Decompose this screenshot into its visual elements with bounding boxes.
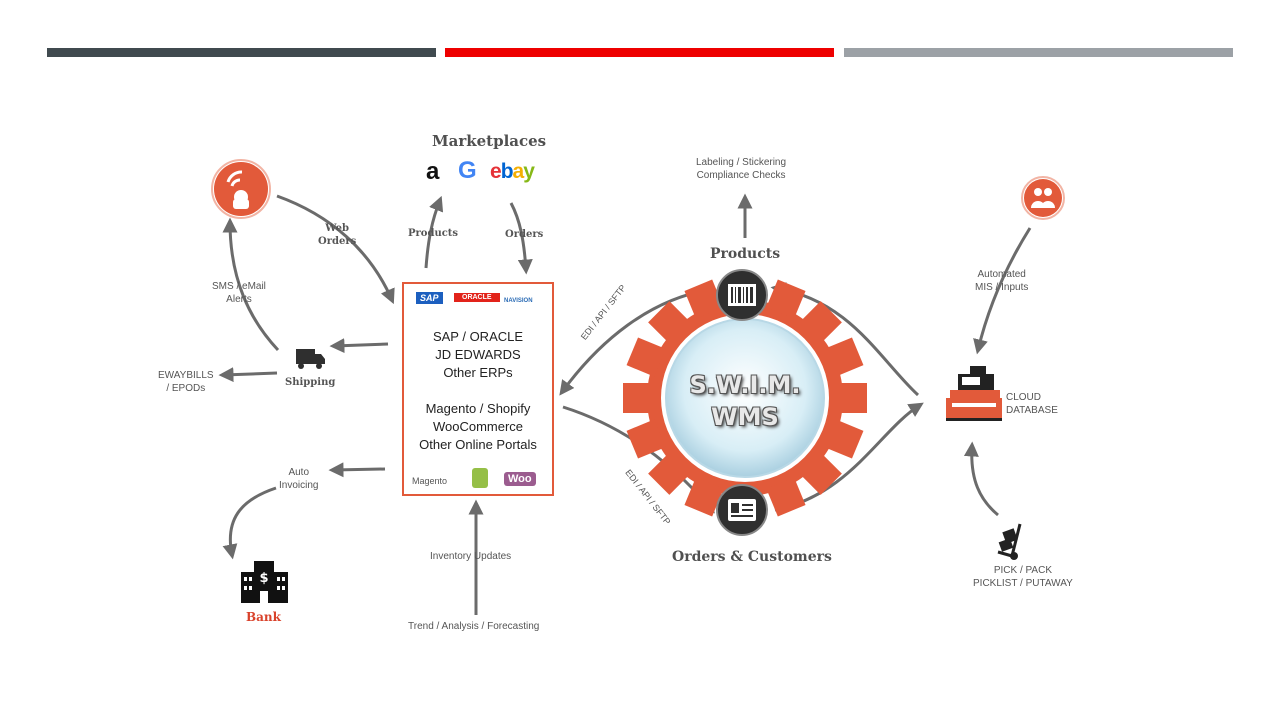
magento-logo: Magento	[412, 476, 448, 486]
erp-list: SAP / ORACLE JD EDWARDS Other ERPs	[404, 328, 552, 382]
cloud-database-line-1: CLOUD	[1006, 392, 1042, 403]
ebay-logo-y: y	[523, 160, 535, 183]
amazon-logo: a	[426, 158, 440, 185]
arrow-products-to-marketplace	[424, 195, 444, 269]
auto-invoicing-label: Auto Invoicing	[279, 466, 318, 492]
ebay-logo-e: e	[490, 160, 502, 183]
header-bar-red	[445, 48, 834, 57]
arrow-pick-pack	[963, 441, 999, 517]
ebay-logo-b: b	[500, 160, 514, 183]
erp-line-2: JD EDWARDS	[435, 347, 521, 362]
eway-line-1: EWAYBILLS	[158, 370, 214, 381]
portal-list: Magento / Shopify WooCommerce Other Onli…	[404, 400, 552, 454]
wms-title-line-1: S.W.I.M.	[689, 371, 801, 399]
arrow-erp-to-invoicing	[328, 462, 386, 478]
inventory-updates-label: Inventory Updates	[430, 551, 512, 562]
barcode-icon	[716, 269, 768, 321]
pick-pack-label: PICK / PACK PICKLIST / PUTAWAY	[973, 564, 1073, 590]
labeling-line-2: Compliance Checks	[696, 170, 786, 181]
arrow-shipping-to-eway	[218, 367, 278, 383]
products-node-label: Products	[710, 246, 781, 262]
ebay-logo-a: a	[512, 160, 525, 183]
cloud-database-label: CLOUD DATABASE	[1006, 391, 1058, 417]
portal-line-2: WooCommerce	[432, 419, 524, 434]
shopify-logo	[472, 468, 488, 488]
auto-invoicing-line-2: Invoicing	[279, 480, 319, 491]
bank-label: Bank	[246, 610, 281, 624]
eway-line-2: / EPODs	[166, 383, 206, 394]
sms-alerts-label: SMS / eMail Alerts	[212, 280, 266, 306]
arrow-marketplace-orders	[509, 202, 533, 275]
cash-register-icon	[946, 366, 1002, 421]
trend-analysis-label: Trend / Analysis / Forecasting	[408, 621, 540, 632]
orders-customers-label: Orders & Customers	[672, 549, 832, 565]
team-users-icon	[1021, 176, 1065, 220]
products-flow-label: Products	[408, 228, 459, 239]
automated-mis-line-2: MIS / Inputs	[975, 282, 1029, 293]
cloud-database-line-2: DATABASE	[1006, 405, 1058, 416]
sms-alerts-line-2: Alerts	[226, 294, 252, 305]
woo-logo: Woo	[504, 472, 536, 486]
erp-line-3: Other ERPs	[443, 365, 513, 380]
portal-line-3: Other Online Portals	[419, 437, 537, 452]
oracle-logo: ORACLE	[454, 293, 500, 302]
arrow-web-orders	[276, 194, 395, 305]
shipping-label: Shipping	[285, 377, 336, 388]
arrow-automated-mis	[973, 227, 1032, 355]
sap-logo: SAP	[416, 292, 443, 304]
arrow-sms-alerts	[222, 217, 280, 352]
labeling-label: Labeling / Stickering Compliance Checks	[696, 156, 786, 182]
arrow-erp-to-shipping	[329, 338, 389, 354]
google-logo: G	[458, 157, 477, 184]
automated-mis-label: Automated MIS / Inputs	[975, 268, 1028, 294]
hand-truck-icon	[997, 523, 1022, 560]
portal-line-1: Magento / Shopify	[425, 401, 531, 416]
ebay-logo: ebay	[490, 160, 535, 184]
web-orders-line-2: Orders	[318, 236, 357, 247]
labeling-line-1: Labeling / Stickering	[696, 157, 787, 168]
navision-logo: NAVISION	[504, 298, 533, 304]
pick-pack-line-2: PICKLIST / PUTAWAY	[973, 578, 1073, 589]
sms-alerts-line-1: SMS / eMail	[212, 281, 266, 292]
web-user-icon	[211, 159, 271, 219]
erp-portal-box: SAP ORACLE NAVISION SAP / ORACLE JD EDWA…	[402, 282, 554, 496]
header-bar-dark	[47, 48, 436, 57]
truck-icon	[296, 349, 325, 369]
web-orders-line-1: Web	[325, 223, 349, 234]
web-orders-label: Web Orders	[318, 222, 356, 248]
pick-pack-line-1: PICK / PACK	[993, 565, 1052, 576]
header-bar-gray	[844, 48, 1233, 57]
svg-text:$: $	[259, 571, 268, 586]
automated-mis-line-1: Automated	[977, 269, 1026, 280]
marketplaces-title: Marketplaces	[432, 132, 547, 150]
arrow-invoicing-to-bank	[222, 486, 277, 560]
bank-building-icon: $	[241, 561, 288, 603]
wms-title-line-2: WMS	[711, 403, 779, 431]
auto-invoicing-line-1: Auto	[288, 467, 310, 478]
eway-label: EWAYBILLS / EPODs	[158, 369, 214, 395]
customer-card-icon	[716, 484, 768, 536]
orders-flow-label: Orders	[505, 229, 544, 240]
erp-line-1: SAP / ORACLE	[432, 329, 524, 344]
